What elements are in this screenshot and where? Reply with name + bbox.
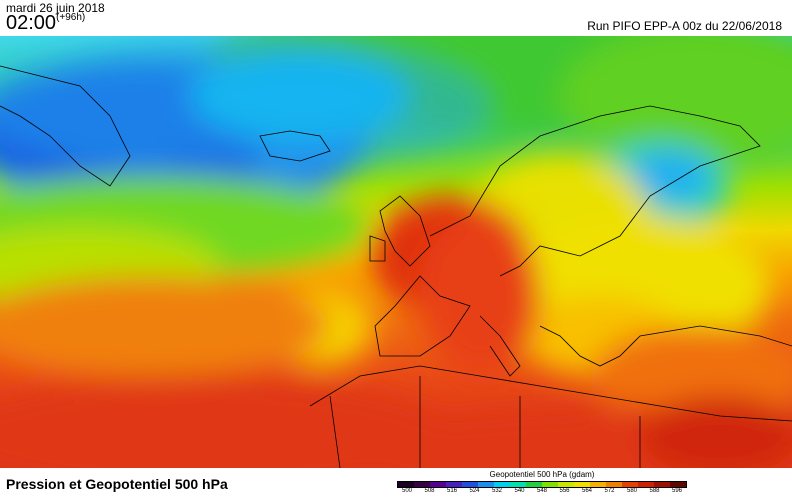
legend-tick-label: 564: [581, 488, 593, 494]
legend-swatch: [638, 482, 654, 487]
forecast-date: mardi 26 juin 2018: [6, 1, 105, 15]
legend-tick-label: 524: [469, 488, 480, 494]
legend-tick-label: 588: [649, 488, 660, 494]
legend-tick-label: 572: [604, 488, 615, 494]
legend-tick-label: 580: [626, 488, 638, 494]
legend-title: Geopotentiel 500 hPa (gdam): [489, 470, 595, 479]
chart-title: Pression et Geopotentiel 500 hPa: [6, 476, 228, 492]
legend-tick-label: 540: [514, 488, 525, 494]
legend-swatch: [414, 482, 430, 487]
forecast-offset: (+96h): [56, 12, 86, 23]
legend-tick-label: 548: [536, 488, 548, 494]
legend-swatch: [622, 482, 638, 487]
geopotential-map: [0, 36, 792, 468]
legend-swatch: [510, 482, 526, 487]
legend-ticks: 500 508 516 524 532 540 548 556 564 572 580 588 596: [397, 488, 687, 496]
north-africa-coast: [309, 365, 792, 422]
legend-tick-label: 596: [671, 488, 683, 494]
legend-swatch: [494, 482, 510, 487]
legend-tick-label: 516: [446, 488, 458, 494]
legend-color-bar: [397, 481, 687, 488]
weather-map: [0, 36, 792, 468]
footer: Pression et Geopotentiel 500 hPa: [0, 468, 792, 497]
legend-tick-label: 556: [559, 488, 570, 494]
color-legend: Geopotentiel 500 hPa (gdam) 500 508 516 524…: [397, 470, 687, 496]
legend-tick-label: 500: [401, 488, 413, 494]
forecast-time: 02:00(+96h): [6, 12, 85, 35]
legend-swatch: [526, 482, 542, 487]
legend-swatch: [606, 482, 622, 487]
legend-tick-label: 532: [491, 488, 503, 494]
legend-swatch: [558, 482, 574, 487]
balkans-coast: [539, 325, 792, 367]
iceland-coast: [259, 130, 331, 162]
ireland-coast: [369, 235, 386, 262]
legend-swatch: [590, 482, 606, 487]
legend-swatch: [574, 482, 590, 487]
legend-swatch: [478, 482, 494, 487]
italy-coast: [479, 315, 521, 377]
legend-swatch: [542, 482, 558, 487]
run-info: Run PIFO EPP-A 00z du 22/06/2018: [587, 19, 782, 33]
legend-tick-label: 508: [424, 488, 435, 494]
field-blobs: [0, 36, 792, 468]
legend-swatch: [462, 482, 478, 487]
header: mardi 26 juin 2018 02:00(+96h) Run PIFO …: [0, 0, 792, 36]
forecast-hour: 02:00: [6, 12, 57, 34]
legend-swatch: [430, 482, 446, 487]
iberia-coast: [374, 275, 471, 357]
legend-swatch: [398, 482, 414, 487]
greenland-coast: [0, 65, 131, 187]
legend-swatch: [446, 482, 462, 487]
country-borders: [329, 376, 641, 468]
coastlines: [0, 65, 792, 468]
legend-swatch: [654, 482, 670, 487]
british-isles-coast: [379, 195, 431, 267]
legend-swatch: [670, 482, 686, 487]
scandinavia-coast: [429, 105, 761, 277]
